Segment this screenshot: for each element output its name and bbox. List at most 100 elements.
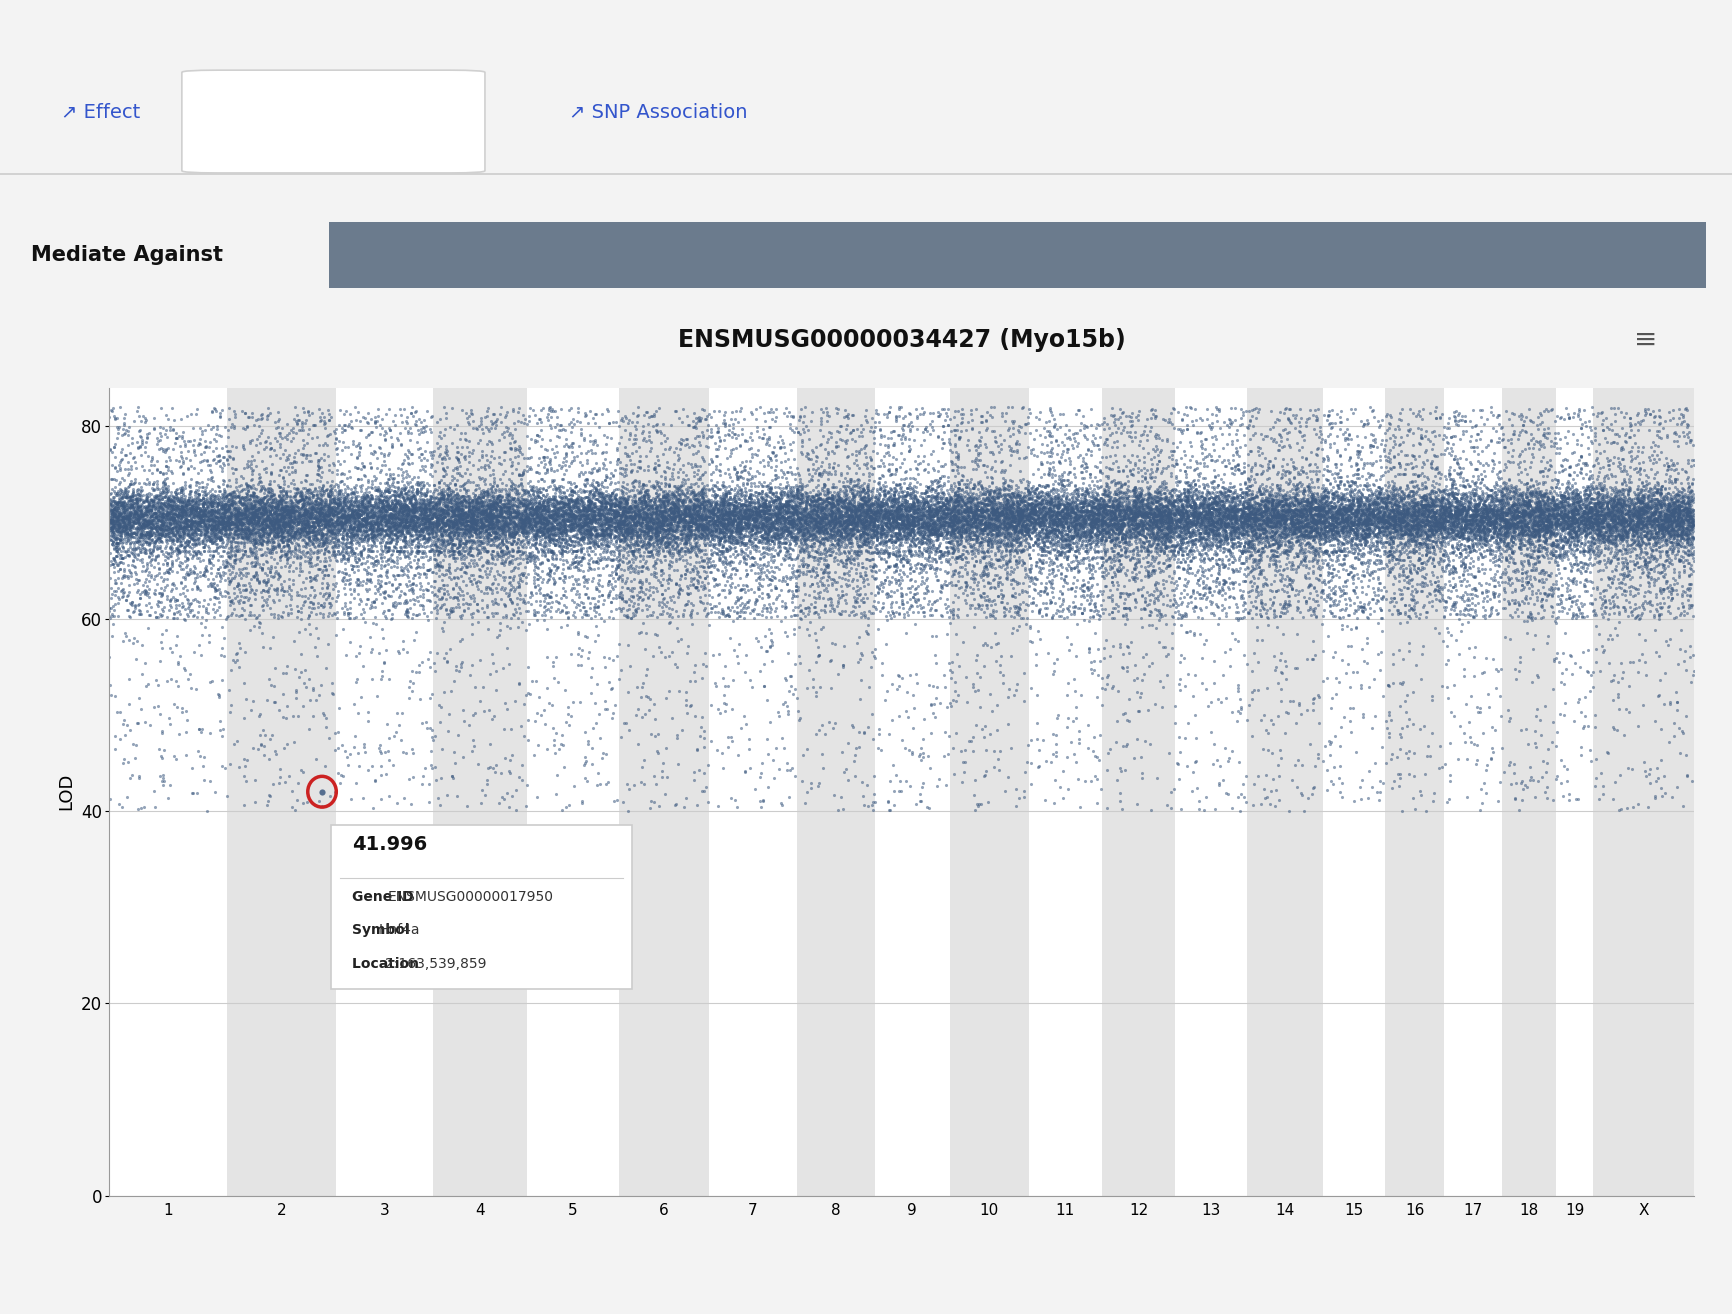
- Point: [1576, 740, 1604, 761]
- Point: [1219, 449, 1247, 470]
- Point: [857, 449, 885, 470]
- Point: [1273, 481, 1301, 502]
- Point: [166, 518, 194, 539]
- Point: [291, 578, 319, 599]
- Point: [738, 547, 766, 568]
- Point: [170, 482, 197, 503]
- Point: [568, 606, 596, 627]
- Point: [1031, 503, 1058, 524]
- Point: [1252, 509, 1280, 530]
- Point: [494, 401, 521, 422]
- Point: [293, 505, 320, 526]
- Point: [558, 490, 585, 511]
- Point: [1192, 490, 1219, 511]
- Point: [1618, 510, 1645, 531]
- Point: [568, 516, 596, 537]
- Point: [620, 560, 648, 581]
- Point: [388, 511, 416, 532]
- Point: [892, 528, 920, 549]
- Point: [1377, 497, 1405, 518]
- Point: [617, 506, 644, 527]
- Point: [294, 503, 322, 524]
- Point: [599, 502, 627, 523]
- Point: [1386, 564, 1413, 585]
- Point: [1261, 509, 1289, 530]
- Point: [682, 545, 710, 566]
- Point: [353, 507, 381, 528]
- Point: [1664, 518, 1692, 539]
- Point: [679, 501, 707, 522]
- Point: [511, 507, 539, 528]
- Point: [1195, 527, 1223, 548]
- Point: [819, 493, 847, 514]
- Point: [215, 490, 242, 511]
- Point: [899, 515, 927, 536]
- Point: [341, 489, 369, 510]
- Point: [1406, 719, 1434, 740]
- Point: [1337, 499, 1365, 520]
- Point: [1268, 507, 1296, 528]
- Point: [113, 506, 140, 527]
- Point: [322, 493, 350, 514]
- Point: [1302, 505, 1330, 526]
- Point: [246, 526, 274, 547]
- Point: [1465, 520, 1493, 541]
- Point: [920, 515, 947, 536]
- Point: [852, 491, 880, 512]
- Point: [897, 515, 925, 536]
- Point: [275, 536, 303, 557]
- Point: [975, 505, 1003, 526]
- Point: [414, 509, 442, 530]
- Point: [350, 540, 378, 561]
- Point: [1270, 539, 1297, 560]
- Point: [1604, 597, 1632, 618]
- Point: [1583, 510, 1611, 531]
- Point: [1121, 503, 1148, 524]
- Point: [795, 503, 823, 524]
- Point: [1341, 505, 1368, 526]
- Point: [1233, 540, 1261, 561]
- Point: [1346, 442, 1373, 463]
- Point: [589, 524, 617, 545]
- Point: [1645, 593, 1673, 614]
- Point: [1526, 490, 1554, 511]
- Point: [674, 453, 701, 474]
- Point: [1339, 519, 1367, 540]
- Point: [838, 494, 866, 515]
- Point: [729, 505, 757, 526]
- Point: [390, 503, 417, 524]
- Point: [232, 608, 260, 629]
- Point: [1444, 509, 1472, 530]
- Point: [939, 607, 966, 628]
- Point: [192, 602, 220, 623]
- Point: [682, 602, 710, 623]
- Point: [843, 652, 871, 673]
- Point: [1443, 499, 1470, 520]
- Point: [165, 653, 192, 674]
- Point: [1663, 507, 1690, 528]
- Point: [1391, 505, 1419, 526]
- Point: [949, 403, 977, 424]
- Point: [937, 489, 965, 510]
- Point: [966, 506, 994, 527]
- Point: [696, 540, 724, 561]
- Point: [812, 553, 840, 574]
- Point: [963, 527, 991, 548]
- Point: [1670, 490, 1697, 511]
- Point: [270, 509, 298, 530]
- Point: [721, 495, 748, 516]
- Point: [473, 522, 501, 543]
- Point: [378, 522, 405, 543]
- Point: [1354, 510, 1382, 531]
- Point: [1282, 407, 1309, 428]
- Point: [350, 608, 378, 629]
- Point: [798, 502, 826, 523]
- Point: [1167, 594, 1195, 615]
- Point: [449, 589, 476, 610]
- Point: [1458, 509, 1486, 530]
- Point: [681, 511, 708, 532]
- Point: [1238, 487, 1266, 509]
- Point: [561, 506, 589, 527]
- Point: [1003, 620, 1031, 641]
- Point: [161, 694, 189, 715]
